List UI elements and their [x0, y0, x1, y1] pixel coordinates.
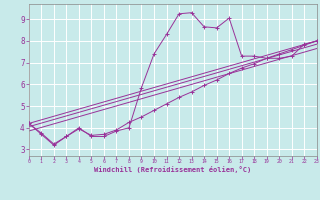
X-axis label: Windchill (Refroidissement éolien,°C): Windchill (Refroidissement éolien,°C) [94, 166, 252, 173]
